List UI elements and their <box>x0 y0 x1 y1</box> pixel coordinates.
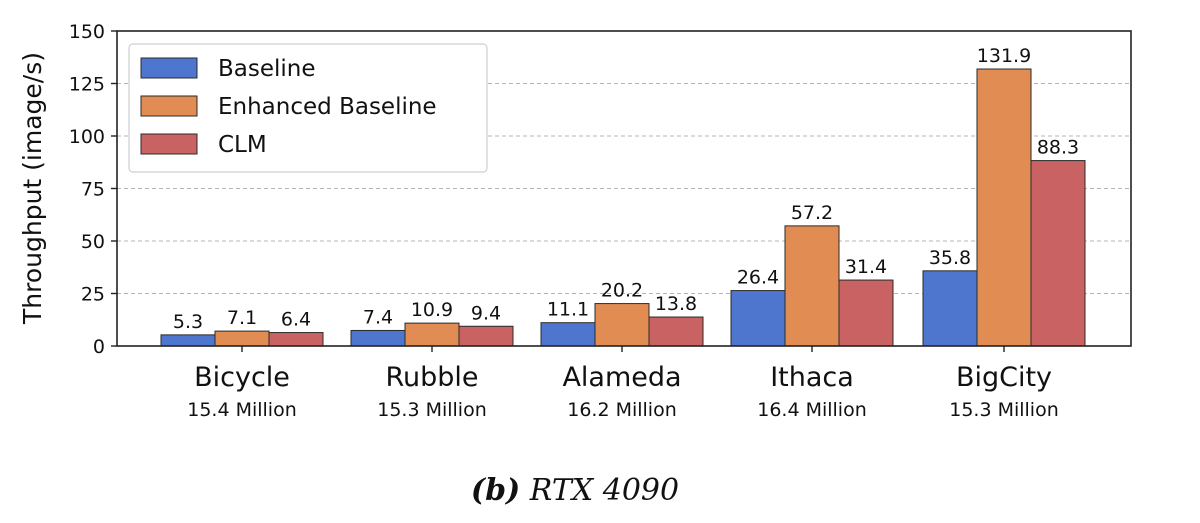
data-label-bicycle-clm: 6.4 <box>281 309 311 331</box>
bar-ithaca-enhanced-baseline <box>784 225 840 347</box>
bar-ithaca-baseline <box>730 290 786 347</box>
x-sublabel-rubble: 15.3 Million <box>377 399 487 421</box>
y-tick-label-125: 125 <box>69 74 105 96</box>
figure-caption: (b) RTX 4090 <box>471 473 679 508</box>
data-labels: 5.3 7.4 11.1 26.4 35.8 7.1 10.9 20.2 57.2 131.9 6.… <box>173 45 1079 333</box>
data-label-ithaca-enhanced-baseline: 57.2 <box>791 202 833 224</box>
data-label-ithaca-clm: 31.4 <box>845 256 887 278</box>
bar-bigcity-clm <box>1030 160 1086 347</box>
bar-bicycle-enhanced-baseline <box>214 330 270 347</box>
data-label-rubble-clm: 9.4 <box>471 302 501 324</box>
x-tick-label-bicycle: Bicycle <box>194 362 290 393</box>
y-ticks: 0 25 50 75 100 125 150 <box>69 21 117 358</box>
bar-alameda-enhanced-baseline <box>594 303 650 347</box>
y-tick-label-75: 75 <box>81 179 105 201</box>
bar-alameda-baseline <box>540 322 596 347</box>
data-label-rubble-enhanced-baseline: 10.9 <box>411 299 453 321</box>
data-label-alameda-clm: 13.8 <box>655 293 697 315</box>
y-tick-label-0: 0 <box>93 336 105 358</box>
x-tick-label-ithaca: Ithaca <box>770 362 854 393</box>
data-label-bicycle-enhanced-baseline: 7.1 <box>227 307 257 329</box>
legend: Baseline Enhanced Baseline CLM <box>128 43 488 173</box>
legend-label-enhanced-baseline: Enhanced Baseline <box>218 94 437 120</box>
category-labels: Bicycle 15.4 Million Rubble 15.3 Million Ala… <box>187 346 1059 421</box>
x-sublabel-alameda: 16.2 Million <box>567 399 677 421</box>
data-label-rubble-baseline: 7.4 <box>363 306 393 328</box>
data-label-alameda-enhanced-baseline: 20.2 <box>601 280 643 302</box>
data-label-bigcity-enhanced-baseline: 131.9 <box>977 45 1031 67</box>
data-label-ithaca-baseline: 26.4 <box>737 267 779 289</box>
bar-bicycle-clm <box>268 332 324 347</box>
data-label-bigcity-clm: 88.3 <box>1037 137 1079 159</box>
bar-bigcity-baseline <box>922 270 978 347</box>
x-tick-label-rubble: Rubble <box>385 362 478 393</box>
x-sublabel-bicycle: 15.4 Million <box>187 399 297 421</box>
bar-ithaca-clm <box>838 279 894 347</box>
y-axis-title: Throughput (image/s) <box>18 52 47 325</box>
bar-rubble-clm <box>458 325 514 347</box>
legend-swatch-enhanced-baseline <box>140 95 198 117</box>
bar-rubble-baseline <box>350 329 406 347</box>
y-tick-label-100: 100 <box>69 126 105 148</box>
x-sublabel-ithaca: 16.4 Million <box>757 399 867 421</box>
bar-alameda-clm <box>648 316 704 347</box>
bars <box>160 68 1086 347</box>
legend-swatch-baseline <box>140 57 198 79</box>
x-tick-label-alameda: Alameda <box>562 362 681 393</box>
bar-bicycle-baseline <box>160 334 216 347</box>
bar-rubble-enhanced-baseline <box>404 322 460 347</box>
legend-swatch-clm <box>140 133 198 155</box>
data-label-bigcity-baseline: 35.8 <box>929 247 971 269</box>
y-tick-label-150: 150 <box>69 21 105 43</box>
bar-bigcity-enhanced-baseline <box>976 68 1032 347</box>
legend-label-baseline: Baseline <box>218 56 316 82</box>
legend-frame <box>128 43 488 173</box>
legend-label-clm: CLM <box>218 132 267 158</box>
x-sublabel-bigcity: 15.3 Million <box>949 399 1059 421</box>
y-tick-label-50: 50 <box>81 231 105 253</box>
caption-label: (b) <box>471 473 520 508</box>
x-tick-label-bigcity: BigCity <box>956 362 1052 393</box>
data-label-alameda-baseline: 11.1 <box>547 299 589 321</box>
y-tick-label-25: 25 <box>81 284 105 306</box>
data-label-bicycle-baseline: 5.3 <box>173 311 203 333</box>
caption-text: RTX 4090 <box>529 473 679 508</box>
